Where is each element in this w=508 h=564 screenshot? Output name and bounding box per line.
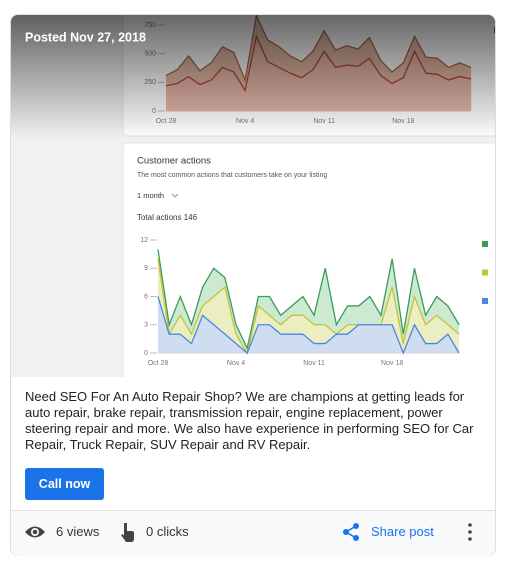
x-tick-label: Oct 28 — [148, 360, 169, 367]
legend-swatch — [482, 269, 488, 276]
footer — [11, 510, 495, 556]
share-icon[interactable] — [342, 522, 360, 542]
y-tick-label: 3 — [144, 322, 148, 329]
area-fill — [158, 296, 460, 353]
chart: 0 3 6 9 12 Oct 28 Nov 4 Nov 11 Nov 18 — [140, 237, 460, 367]
legend-swatch — [482, 241, 488, 247]
more-menu[interactable] — [466, 522, 474, 542]
post-description: Need SEO For An Auto Repair Shop? We are… — [25, 389, 474, 452]
share-link[interactable]: Share post — [371, 524, 434, 539]
x-tick-label: Nov 18 — [381, 360, 403, 367]
series-line — [157, 296, 460, 355]
image-shade — [11, 15, 495, 140]
clicks-icon — [121, 523, 134, 542]
chart-title: Customer actions — [137, 156, 211, 167]
dropdown-icon — [171, 193, 179, 198]
y-tick-label: 0 — [144, 350, 148, 357]
chart-total: Total actions 146 — [137, 213, 198, 222]
views-count: 6 views — [56, 524, 100, 539]
legend — [482, 241, 488, 304]
chart-subtitle: The most common actions that customers t… — [137, 172, 327, 179]
series-line — [157, 258, 460, 355]
call-button[interactable]: Call now — [25, 468, 104, 500]
post-date: Posted Nov 27, 2018 — [25, 30, 146, 44]
y-tick-label: 6 — [144, 293, 148, 300]
x-tick-label: Nov 11 — [303, 360, 325, 367]
legend-swatch — [482, 298, 488, 304]
period-select[interactable]: 1 month — [137, 191, 164, 200]
series-line — [157, 249, 460, 351]
x-tick-label: Nov 4 — [227, 360, 245, 367]
views-icon — [25, 526, 45, 538]
y-tick-label: 12 — [140, 237, 148, 244]
y-tick-label: 9 — [144, 265, 148, 272]
clicks-count: 0 clicks — [146, 524, 189, 539]
